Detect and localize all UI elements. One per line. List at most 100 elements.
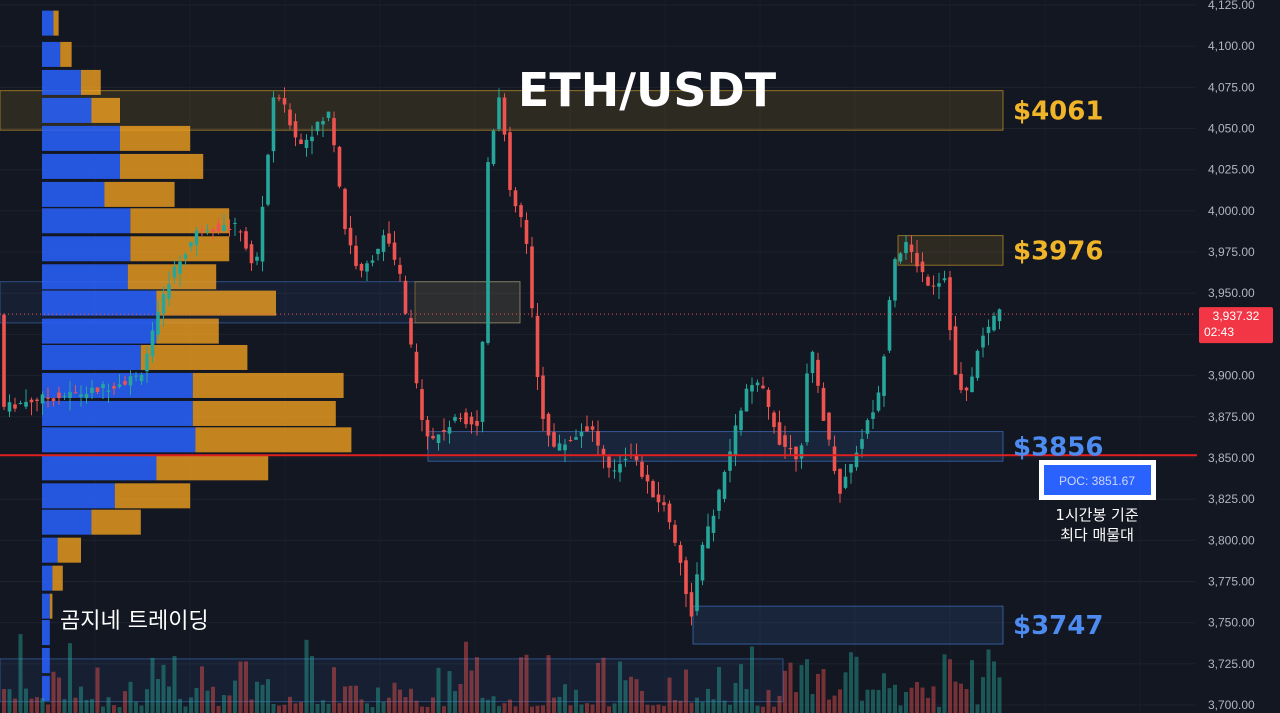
candle-body[interactable] <box>436 434 441 444</box>
candle-body[interactable] <box>673 524 677 543</box>
candle-body[interactable] <box>304 139 309 148</box>
candle-body[interactable] <box>607 456 611 468</box>
candle-body[interactable] <box>282 98 287 105</box>
candle-body[interactable] <box>497 97 501 130</box>
candle-body[interactable] <box>590 426 595 430</box>
candle-body[interactable] <box>827 412 831 440</box>
candle-body[interactable] <box>755 382 760 386</box>
candle-body[interactable] <box>29 399 34 403</box>
candle-body[interactable] <box>849 464 853 473</box>
candle-body[interactable] <box>832 446 837 472</box>
candle-body[interactable] <box>612 470 617 472</box>
candle-body[interactable] <box>887 300 892 351</box>
candle-body[interactable] <box>513 190 518 207</box>
candle-body[interactable] <box>761 385 765 389</box>
candle-body[interactable] <box>260 206 265 262</box>
candle-body[interactable] <box>420 389 424 420</box>
candle-body[interactable] <box>563 444 567 451</box>
candle-body[interactable] <box>442 430 446 432</box>
candle-body[interactable] <box>942 278 947 281</box>
candle-body[interactable] <box>178 261 182 274</box>
candle-body[interactable] <box>392 242 397 260</box>
candle-body[interactable] <box>953 326 958 375</box>
candle-body[interactable] <box>585 426 589 432</box>
candle-body[interactable] <box>722 472 727 499</box>
candle-body[interactable] <box>744 388 749 412</box>
candle-body[interactable] <box>656 494 661 503</box>
candle-body[interactable] <box>321 121 325 125</box>
candle-body[interactable] <box>574 437 578 440</box>
candle-body[interactable] <box>623 458 628 461</box>
candle-body[interactable] <box>821 387 826 421</box>
candle-body[interactable] <box>266 154 270 205</box>
candle-body[interactable] <box>739 410 743 431</box>
candle-body[interactable] <box>90 387 94 393</box>
candle-body[interactable] <box>227 228 232 231</box>
candle-body[interactable] <box>986 326 991 334</box>
candle-body[interactable] <box>123 381 127 385</box>
candle-body[interactable] <box>541 375 545 419</box>
candle-body[interactable] <box>854 452 859 468</box>
candle-body[interactable] <box>414 351 419 384</box>
candle-body[interactable] <box>51 398 56 402</box>
candle-body[interactable] <box>557 443 562 451</box>
candle-body[interactable] <box>326 111 331 118</box>
candle-body[interactable] <box>167 284 171 299</box>
candle-body[interactable] <box>480 341 485 422</box>
candle-body[interactable] <box>502 97 507 135</box>
candle-body[interactable] <box>370 260 375 263</box>
candle-body[interactable] <box>711 515 716 533</box>
candle-body[interactable] <box>964 387 969 391</box>
candle-body[interactable] <box>667 503 672 523</box>
candle-body[interactable] <box>128 376 133 386</box>
candle-body[interactable] <box>766 389 771 407</box>
candle-body[interactable] <box>535 315 540 377</box>
candle-body[interactable] <box>134 375 138 377</box>
candle-body[interactable] <box>975 350 980 378</box>
candle-body[interactable] <box>777 422 782 445</box>
candle-body[interactable] <box>678 544 683 563</box>
candle-body[interactable] <box>447 427 452 434</box>
candle-body[interactable] <box>860 439 864 449</box>
candle-body[interactable] <box>997 309 1002 322</box>
candle-body[interactable] <box>733 425 738 456</box>
candle-body[interactable] <box>425 419 430 437</box>
candle-body[interactable] <box>112 386 116 389</box>
candle-body[interactable] <box>233 222 237 224</box>
candle-body[interactable] <box>568 440 573 442</box>
price-axis[interactable]: 4,125.00 4,100.00 4,075.00 4,050.00 4,025.00… <box>1208 0 1255 712</box>
candle-body[interactable] <box>277 97 281 99</box>
candle-body[interactable] <box>959 373 963 390</box>
candle-body[interactable] <box>95 387 100 392</box>
candle-body[interactable] <box>546 413 551 436</box>
candle-body[interactable] <box>552 432 556 447</box>
candle-body[interactable] <box>475 420 479 426</box>
candle-body[interactable] <box>948 277 952 331</box>
candle-body[interactable] <box>717 489 721 511</box>
candle-body[interactable] <box>904 241 908 254</box>
candle-body[interactable] <box>57 392 61 399</box>
candle-body[interactable] <box>150 330 155 357</box>
candle-body[interactable] <box>79 394 83 397</box>
candle-body[interactable] <box>453 416 457 421</box>
candle-body[interactable] <box>332 118 336 146</box>
candle-body[interactable] <box>662 502 666 506</box>
candle-body[interactable] <box>458 417 463 419</box>
candle-body[interactable] <box>596 431 600 446</box>
candle-body[interactable] <box>101 384 105 389</box>
candle-body[interactable] <box>244 231 248 249</box>
candle-body[interactable] <box>898 253 903 262</box>
candle-body[interactable] <box>194 230 199 245</box>
candle-body[interactable] <box>68 392 72 398</box>
candle-body[interactable] <box>117 384 122 387</box>
candle-body[interactable] <box>398 264 402 274</box>
candle-body[interactable] <box>310 136 314 142</box>
candle-body[interactable] <box>882 356 886 396</box>
candle-body[interactable] <box>365 263 369 272</box>
candlesticks[interactable] <box>2 87 1002 626</box>
candle-body[interactable] <box>216 223 221 232</box>
candle-body[interactable] <box>915 253 919 267</box>
candle-body[interactable] <box>46 397 50 399</box>
candle-body[interactable] <box>2 314 6 407</box>
candle-body[interactable] <box>508 132 512 190</box>
